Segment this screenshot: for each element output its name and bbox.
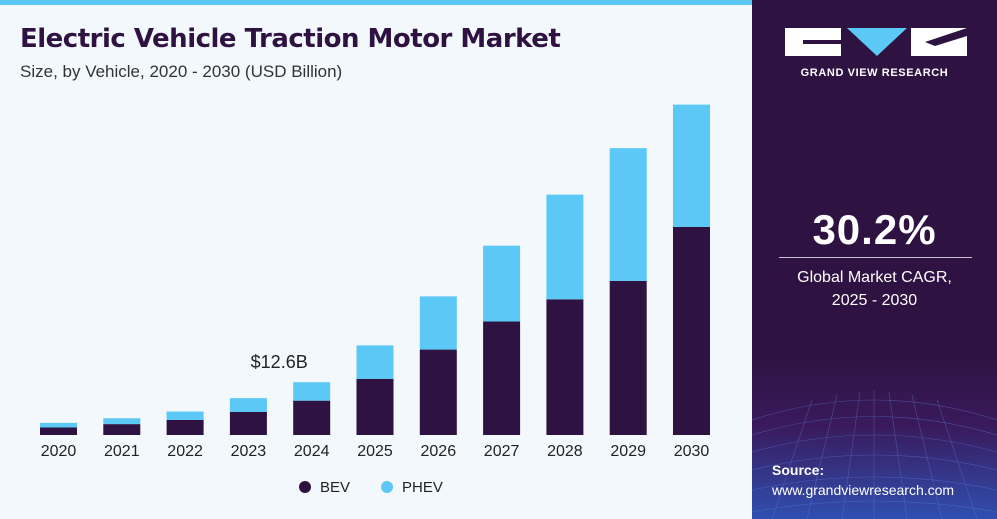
x-tick-label-2021: 2021	[104, 443, 140, 460]
cagr-divider	[779, 257, 972, 258]
x-tick-label-2023: 2023	[231, 443, 267, 460]
bar-bev-2022	[166, 419, 204, 435]
x-tick-label-2026: 2026	[421, 443, 457, 460]
legend-marker-bev	[299, 481, 311, 493]
bar-bev-2021	[103, 424, 141, 435]
x-tick-label-2025: 2025	[357, 443, 393, 460]
grid-decoration	[752, 390, 997, 519]
x-tick-label-2030: 2030	[674, 443, 710, 460]
bar-phev-2023	[229, 398, 267, 412]
bar-bev-2027	[483, 321, 521, 435]
cagr-value: 30.2%	[812, 206, 937, 253]
bar-phev-2029	[609, 148, 647, 281]
bar-phev-2027	[483, 245, 521, 322]
x-tick-label-2028: 2028	[547, 443, 583, 460]
data-label-2024: $12.6B	[251, 352, 308, 372]
source-title: Source:	[772, 462, 825, 478]
cagr-label-line1: Global Market CAGR,	[797, 269, 952, 286]
chart-panel: Electric Vehicle Traction Motor Market S…	[0, 0, 752, 496]
x-tick-label-2020: 2020	[41, 443, 77, 460]
sidebar: GRAND VIEW RESEARCH 30.2% Global Market …	[752, 0, 997, 519]
x-tick-label-2024: 2024	[294, 443, 330, 460]
bar-bev-2026	[419, 349, 457, 435]
bar-bev-2025	[356, 378, 394, 435]
bar-phev-2025	[356, 345, 394, 379]
chart-title: Electric Vehicle Traction Motor Market	[20, 24, 561, 54]
bar-chart: 2020 2021 2022 2023 2024 $12.6B 2025 2026 2027 20…	[40, 104, 710, 496]
bar-bev-2029	[609, 280, 647, 435]
x-tick-label-2027: 2027	[484, 443, 520, 460]
source-url[interactable]: www.grandviewresearch.com	[772, 482, 955, 498]
bar-bev-2023	[229, 411, 267, 435]
x-tick-label-2029: 2029	[610, 443, 646, 460]
bar-bev-2028	[546, 299, 584, 435]
bar-phev-2020	[40, 422, 77, 428]
bar-phev-2024	[293, 382, 331, 401]
cagr-label: Global Market CAGR, 2025 - 2030	[752, 266, 997, 312]
bar-phev-2021	[103, 418, 141, 425]
legend-marker-phev	[381, 481, 393, 493]
x-tick-label-2022: 2022	[167, 443, 203, 460]
chart-subtitle: Size, by Vehicle, 2020 - 2030 (USD Billi…	[20, 62, 343, 81]
grand-view-research-logo	[785, 28, 967, 56]
bar-bev-2020	[40, 427, 77, 435]
cagr-label-line2: 2025 - 2030	[831, 292, 918, 309]
bar-phev-2022	[166, 411, 204, 420]
bar-phev-2026	[419, 296, 457, 350]
top-accent-stripe	[0, 0, 752, 5]
brand-name: GRAND VIEW RESEARCH	[800, 67, 949, 79]
bar-bev-2024	[293, 400, 331, 435]
bar-phev-2030	[673, 104, 710, 227]
bar-phev-2028	[546, 194, 584, 300]
bar-bev-2030	[673, 226, 710, 435]
legend-label-bev: BEV	[320, 479, 350, 496]
legend-label-phev: PHEV	[402, 479, 443, 496]
